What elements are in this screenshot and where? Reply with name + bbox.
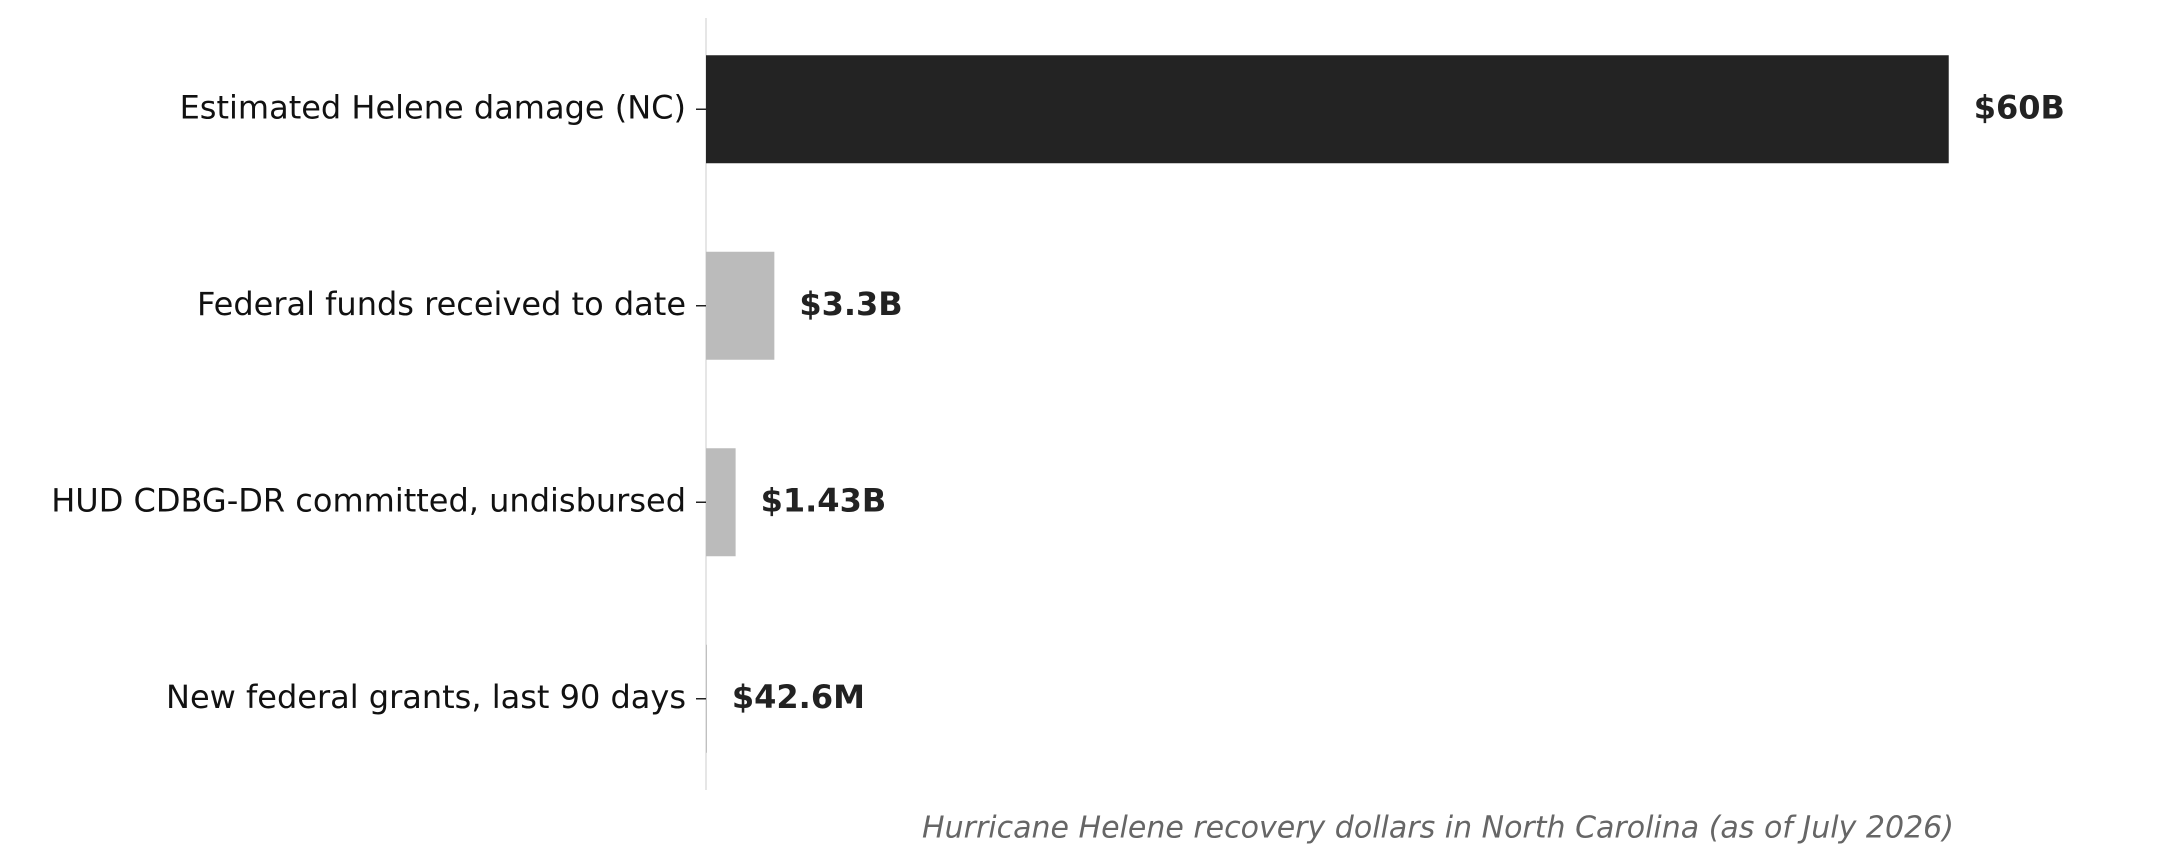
value-label: $42.6M — [732, 678, 865, 716]
y-tick-label: Federal funds received to date — [197, 285, 686, 323]
chart-caption: Hurricane Helene recovery dollars in Nor… — [922, 811, 1954, 846]
bar — [706, 55, 1949, 164]
bar — [706, 644, 707, 753]
value-label: $1.43B — [761, 481, 887, 519]
value-label: $60B — [1974, 88, 2065, 126]
bar — [706, 251, 775, 360]
bar — [706, 448, 736, 557]
value-label: $3.3B — [799, 285, 902, 323]
y-tick-label: New federal grants, last 90 days — [166, 678, 686, 716]
y-tick-label: Estimated Helene damage (NC) — [180, 88, 686, 126]
y-tick-label: HUD CDBG-DR committed, undisbursed — [51, 481, 686, 519]
